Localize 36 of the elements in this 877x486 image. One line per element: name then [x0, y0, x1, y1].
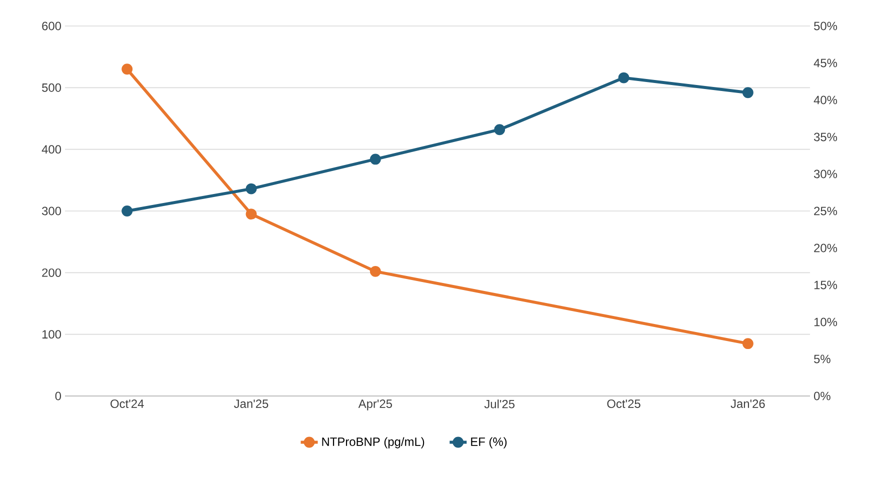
point	[246, 183, 257, 194]
y-tick-label: 0	[55, 392, 62, 400]
y2-tick-label: 35%	[814, 132, 838, 142]
legend-label: NTProBNP (pg/mL)	[322, 437, 424, 448]
y2-tick-label: 50%	[814, 22, 838, 30]
point	[122, 64, 133, 75]
x-tick-label: Jul'25	[484, 400, 515, 408]
point	[246, 208, 257, 220]
point	[742, 87, 754, 98]
y-tick-label: 100	[42, 330, 62, 339]
y2-tick-label: 25%	[814, 206, 838, 216]
point	[494, 124, 506, 136]
y-tick-label: 300	[42, 206, 62, 216]
y2-tick-label: 30%	[814, 170, 838, 178]
x-tick-label: Jan'25	[234, 400, 268, 408]
y-tick-label: 500	[42, 83, 62, 92]
y2-tick-label: 10%	[814, 318, 838, 326]
x-tick-label: Apr'25	[358, 400, 392, 410]
x-tick-label: Oct'24	[110, 400, 144, 408]
y2-tick-label: 5%	[814, 354, 830, 364]
point	[370, 266, 381, 277]
point	[370, 154, 381, 165]
point	[742, 338, 754, 350]
y-tick-label: 400	[42, 145, 62, 154]
y2-tick-label: 45%	[814, 58, 838, 68]
y2-tick-label: 40%	[814, 96, 838, 104]
y-tick-label: 200	[42, 268, 62, 277]
point	[122, 206, 133, 216]
x-tick-label: Jan'26	[730, 400, 765, 408]
y-tick-label: 600	[42, 22, 62, 30]
point	[618, 72, 630, 84]
y2-tick-label: 0%	[814, 392, 830, 400]
y2-tick-label: 15%	[814, 280, 838, 290]
y2-tick-label: 20%	[814, 244, 838, 252]
legend-label: EF (%)	[471, 437, 507, 448]
x-tick-label: Oct'25	[607, 400, 640, 408]
